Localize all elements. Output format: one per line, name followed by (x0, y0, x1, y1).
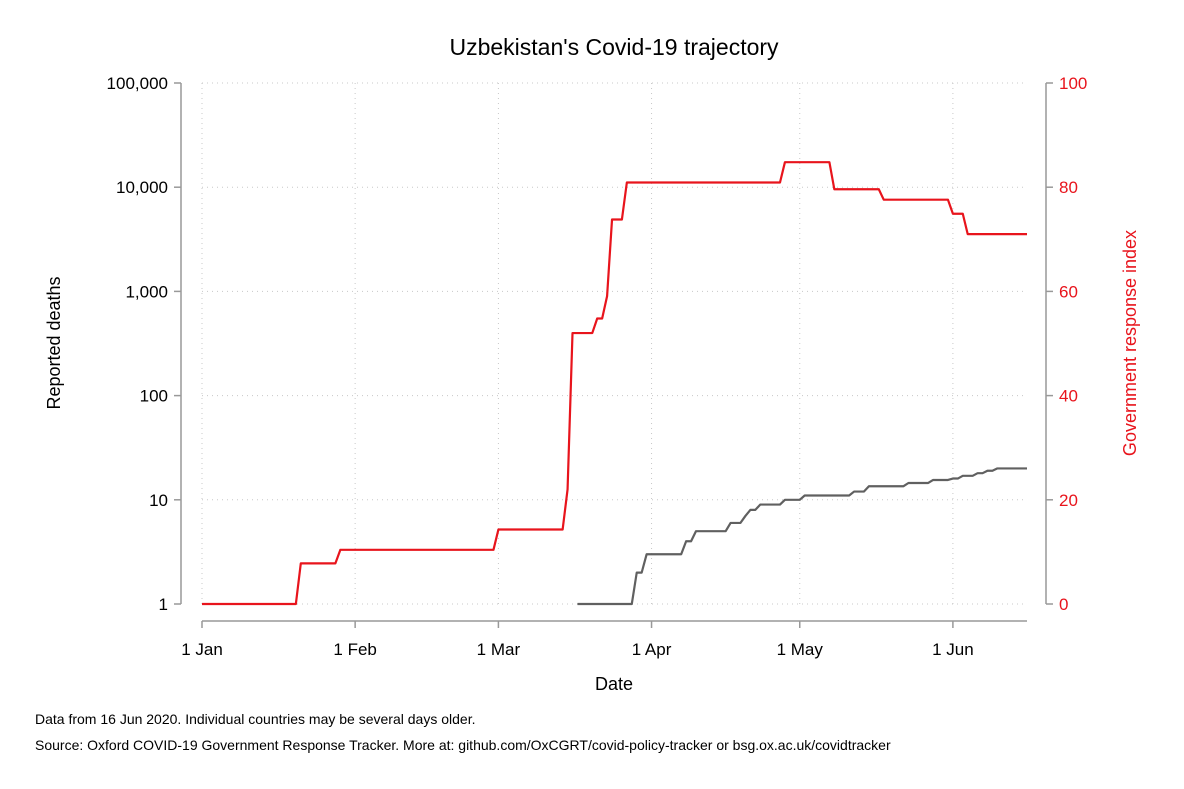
x-tick-label: 1 Jan (181, 640, 223, 659)
left-tick-label: 1 (159, 595, 168, 614)
right-tick-label: 20 (1059, 491, 1078, 510)
axes: 1 10 100 1,000 10,000 100,000 0 20 40 60 80 100 1 Ja… (107, 74, 1088, 659)
covid-trajectory-chart: Uzbekistan's Covid-19 trajectory 1101001… (44, 34, 1140, 694)
left-tick-label: 1,000 (125, 282, 168, 301)
response-index-series-line (202, 161, 1027, 606)
x-tick-label: 1 Jun (932, 640, 974, 659)
x-tick-label: 1 May (777, 640, 824, 659)
left-tick-label: 100,000 (107, 74, 168, 93)
left-tick-label: 100 (140, 387, 168, 406)
deaths-series-line (577, 467, 1027, 606)
source-note: Source: Oxford COVID-19 Government Respo… (35, 737, 891, 753)
chart-title: Uzbekistan's Covid-19 trajectory (449, 34, 779, 60)
x-axis-label: Date (595, 674, 633, 694)
x-tick-label: 1 Feb (333, 640, 376, 659)
series-layer (202, 161, 1027, 606)
x-tick-label: 1 Apr (632, 640, 672, 659)
right-axis-label: Government response index (1120, 230, 1140, 456)
right-tick-label: 80 (1059, 178, 1078, 197)
right-tick-label: 40 (1059, 387, 1078, 406)
right-tick-label: 0 (1059, 595, 1068, 614)
left-axis-label: Reported deaths (44, 276, 64, 409)
left-tick-label: 10,000 (116, 178, 168, 197)
right-tick-label: 100 (1059, 74, 1087, 93)
data-note: Data from 16 Jun 2020. Individual countr… (35, 711, 476, 727)
left-tick-label: 10 (149, 491, 168, 510)
gridlines (201, 82, 1027, 605)
right-tick-label: 60 (1059, 282, 1078, 301)
x-tick-label: 1 Mar (477, 640, 521, 659)
